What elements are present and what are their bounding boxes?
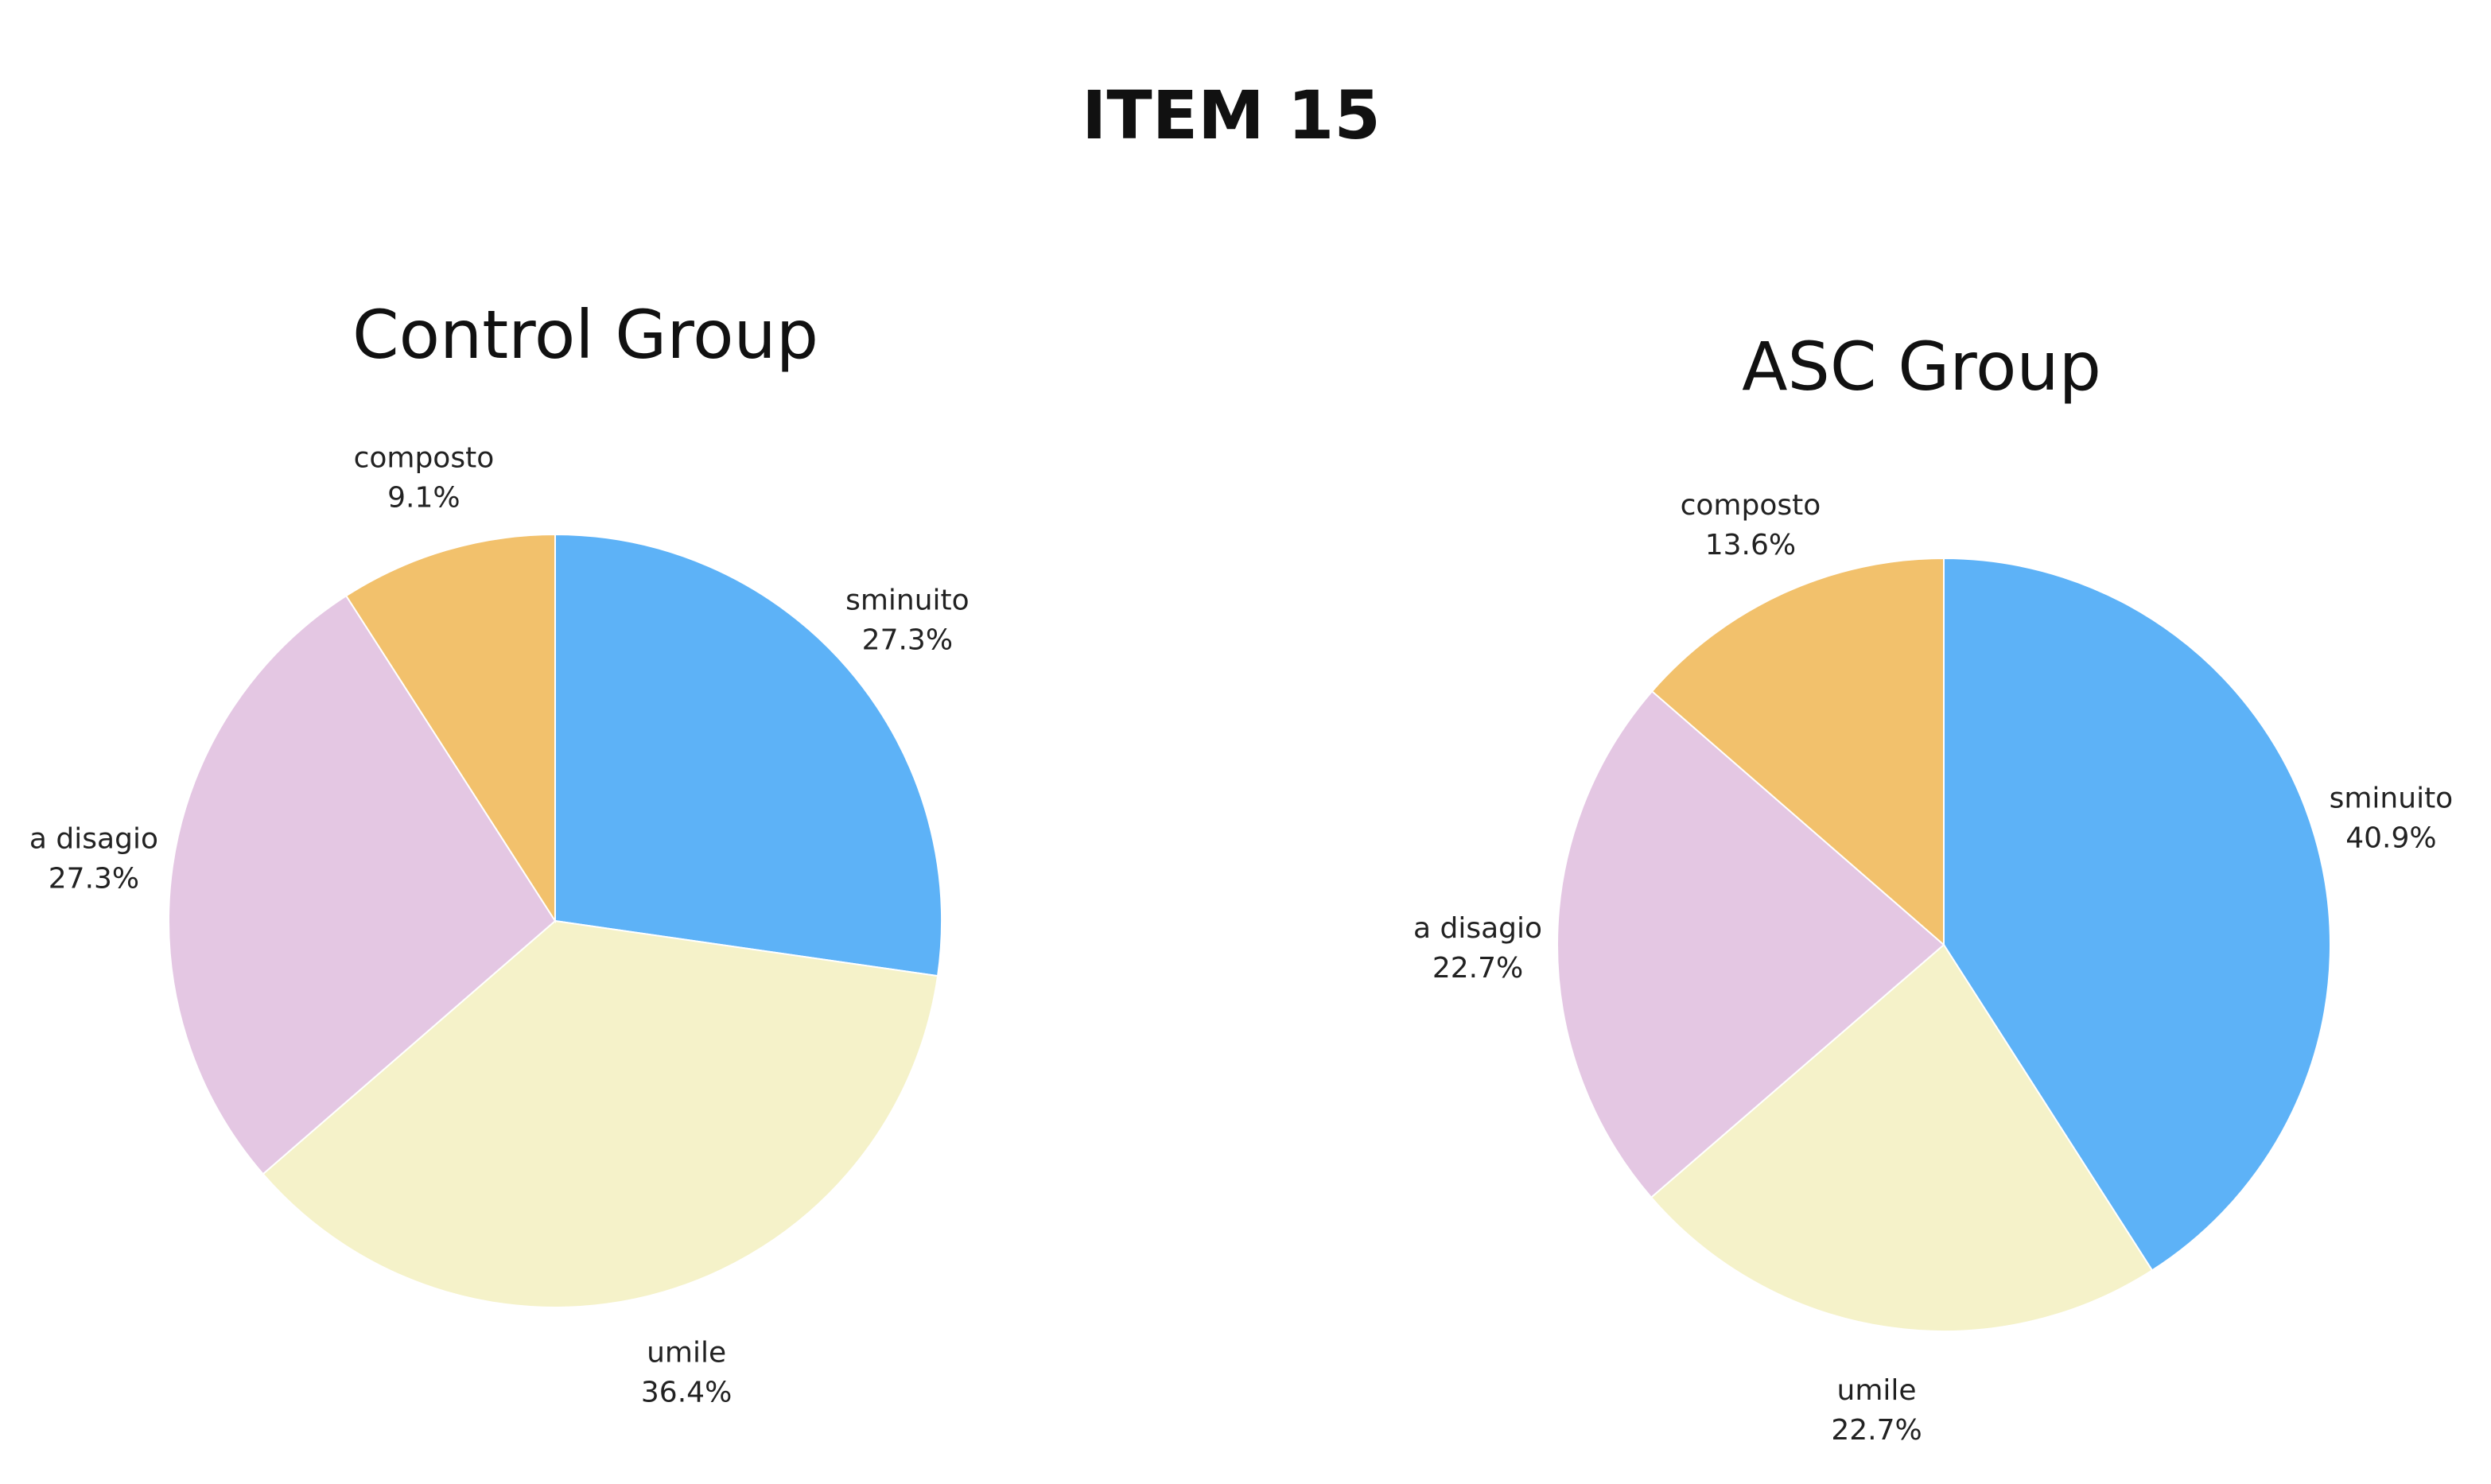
asc-group-title: ASC Group [1742, 328, 2101, 406]
control-slice-a-disagio [168, 594, 557, 1175]
control-group-pie: Control Group sminuito 27.3% umile 36.4% a d… [29, 296, 970, 1408]
asc-label-sminuito: sminuito [2330, 782, 2454, 814]
control-percent-umile: 36.4% [641, 1376, 732, 1408]
asc-slice-umile [1650, 943, 2154, 1332]
asc-group-labels: sminuito 40.9% umile 22.7% a disagio 22.7% com… [1413, 489, 2453, 1447]
asc-slice-a-disagio [1556, 690, 1945, 1199]
asc-percent-umile: 22.7% [1831, 1414, 1922, 1447]
control-group-labels: sminuito 27.3% umile 36.4% a disagio 27.3% com… [29, 442, 970, 1409]
control-label-composto: composto [354, 442, 495, 475]
control-slice-composto [344, 533, 556, 924]
control-percent-sminuito: 27.3% [862, 624, 953, 656]
asc-slice-composto [1650, 557, 1945, 947]
asc-label-a-disagio: a disagio [1413, 912, 1542, 945]
asc-percent-composto: 13.6% [1705, 529, 1796, 561]
figure-title: ITEM 15 [1082, 76, 1381, 154]
control-group-title: Control Group [352, 296, 818, 374]
asc-group-slices [1556, 557, 2331, 1332]
control-slice-umile [262, 919, 939, 1308]
control-label-sminuito: sminuito [845, 584, 970, 616]
control-percent-composto: 9.1% [387, 482, 460, 515]
asc-slice-sminuito [1943, 557, 2331, 1272]
asc-group-pie: ASC Group sminuito 40.9% umile 22.7% a disag… [1413, 328, 2453, 1447]
asc-percent-sminuito: 40.9% [2345, 822, 2436, 854]
control-label-a-disagio: a disagio [29, 823, 158, 856]
control-slice-sminuito [554, 533, 942, 977]
control-percent-a-disagio: 27.3% [49, 863, 139, 895]
asc-percent-a-disagio: 22.7% [1432, 952, 1523, 985]
control-label-umile: umile [647, 1336, 726, 1369]
asc-label-composto: composto [1681, 489, 1821, 522]
control-group-slices [168, 533, 942, 1308]
asc-label-umile: umile [1837, 1374, 1917, 1407]
